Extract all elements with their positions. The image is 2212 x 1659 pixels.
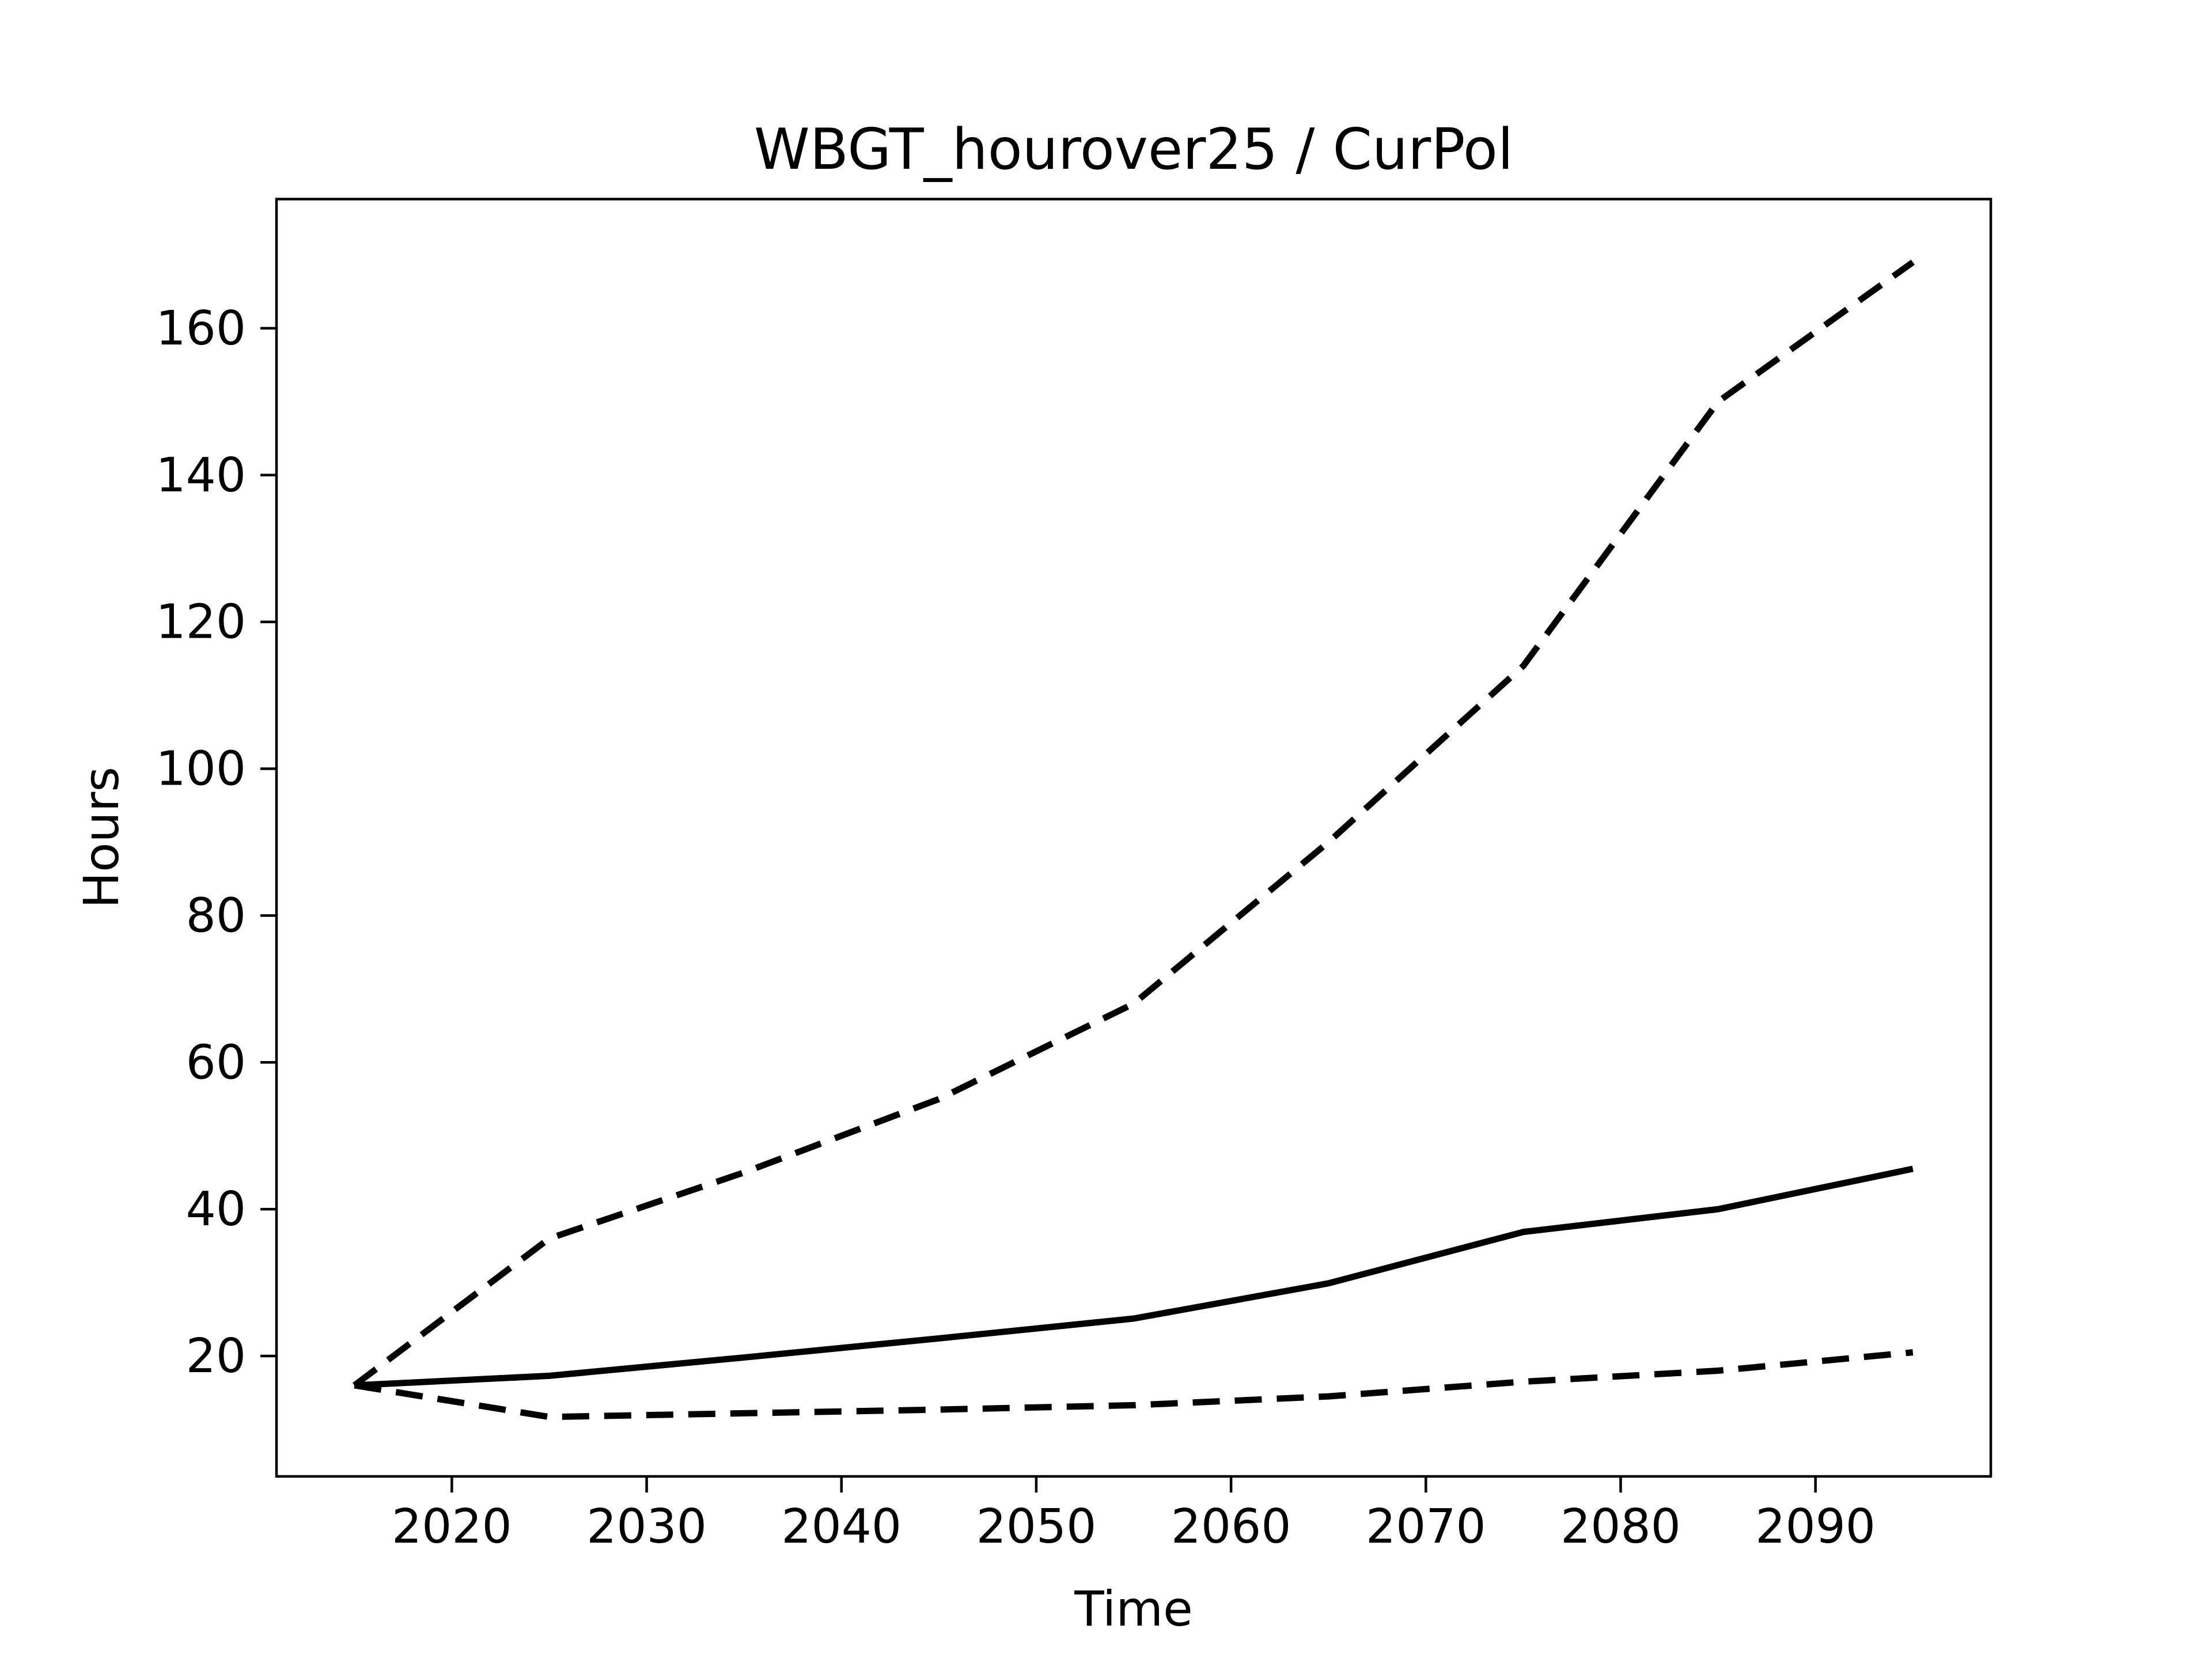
data-series bbox=[352, 259, 1915, 1421]
x-tick-label: 2070 bbox=[1366, 1499, 1486, 1554]
y-tick-label: 80 bbox=[186, 888, 246, 943]
x-tick-label: 2050 bbox=[976, 1499, 1097, 1554]
x-axis-label: Time bbox=[1074, 1581, 1193, 1637]
y-tick-label: 160 bbox=[156, 301, 246, 356]
plot-area-border bbox=[275, 198, 1993, 1478]
y-tick-label: 40 bbox=[186, 1182, 246, 1237]
y-tick-label: 120 bbox=[156, 595, 246, 650]
series-median-line bbox=[354, 1165, 1914, 1389]
series-lower-bound-line bbox=[354, 1349, 1914, 1421]
series-upper-bound-line bbox=[352, 259, 1915, 1388]
x-tick-label: 2040 bbox=[781, 1499, 902, 1554]
chart-title: WBGT_hourover25 / CurPol bbox=[754, 117, 1513, 183]
x-tick-label: 2020 bbox=[392, 1499, 512, 1554]
y-tick-label: 100 bbox=[156, 742, 246, 797]
x-tick-label: 2090 bbox=[1755, 1499, 1876, 1554]
y-axis-ticks: 20 40 60 80 100 120 140 160 bbox=[156, 301, 276, 1384]
x-axis-ticks: 2020 2030 2040 2050 2060 2070 2080 2090 bbox=[392, 1476, 1876, 1554]
x-tick-label: 2080 bbox=[1560, 1499, 1681, 1554]
x-tick-label: 2030 bbox=[586, 1499, 707, 1554]
y-tick-label: 60 bbox=[186, 1035, 246, 1090]
y-tick-label: 20 bbox=[186, 1329, 246, 1384]
x-tick-label: 2060 bbox=[1171, 1499, 1291, 1554]
y-tick-label: 140 bbox=[156, 448, 246, 503]
y-axis-label: Hours bbox=[73, 767, 130, 908]
